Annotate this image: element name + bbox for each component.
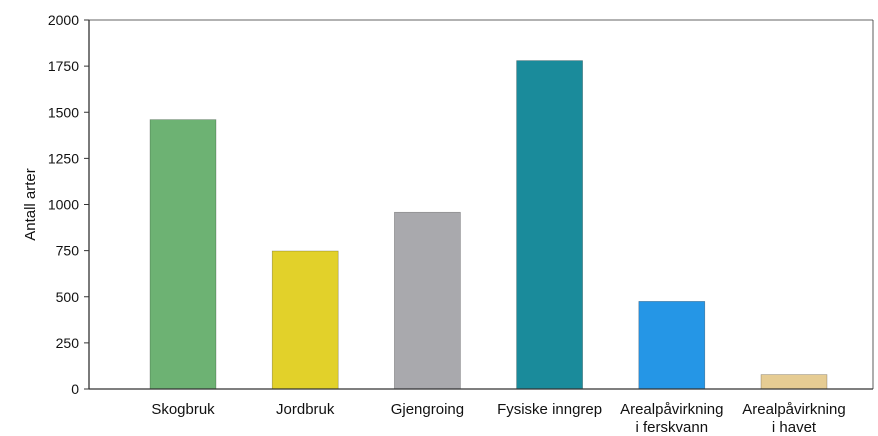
x-category-label-line: Arealpåvirkning	[620, 401, 723, 418]
x-category-label: Arealpåvirkning i ferskvann	[620, 401, 723, 436]
y-tick-label: 1000	[48, 197, 79, 213]
y-tick-label: 2000	[48, 12, 79, 28]
bar	[149, 119, 217, 390]
bar	[760, 374, 828, 390]
y-tick-label: 250	[56, 335, 80, 351]
y-tick-label: 750	[56, 243, 80, 259]
x-category-label: Fysiske inngrep	[497, 401, 602, 418]
y-axis-title: Antall arter	[22, 168, 39, 241]
bar	[394, 211, 461, 390]
y-tick-label: 1250	[48, 150, 79, 166]
bar	[271, 250, 339, 390]
x-category-label-line: i ferskvann	[636, 419, 709, 436]
x-category-label: Skogbruk	[151, 401, 215, 418]
x-category-label-line: Gjengroing	[391, 401, 464, 418]
x-category-label: Arealpåvirkning i havet	[742, 401, 845, 436]
bar	[638, 301, 706, 390]
x-category-label-line: i havet	[772, 419, 817, 436]
y-tick-label: 1750	[48, 58, 79, 74]
bars-group	[149, 60, 828, 390]
y-axis-ticks: 0 250 500 750 1000 1250 1500 1750 2000	[48, 12, 89, 397]
x-axis-labels: Skogbruk Jordbruk Gjengroing Fysiske inngre…	[151, 401, 845, 436]
y-tick-label: 0	[71, 381, 79, 397]
bar	[516, 60, 583, 390]
y-tick-label: 1500	[48, 104, 79, 120]
x-category-label-line: Arealpåvirkning	[742, 401, 845, 418]
x-category-label-line: Jordbruk	[276, 401, 335, 418]
x-category-label-line: Fysiske inngrep	[497, 401, 602, 418]
x-category-label-line: Skogbruk	[151, 401, 215, 418]
x-category-label: Gjengroing	[391, 401, 464, 418]
y-tick-label: 500	[56, 289, 80, 305]
x-category-label: Jordbruk	[276, 401, 335, 418]
